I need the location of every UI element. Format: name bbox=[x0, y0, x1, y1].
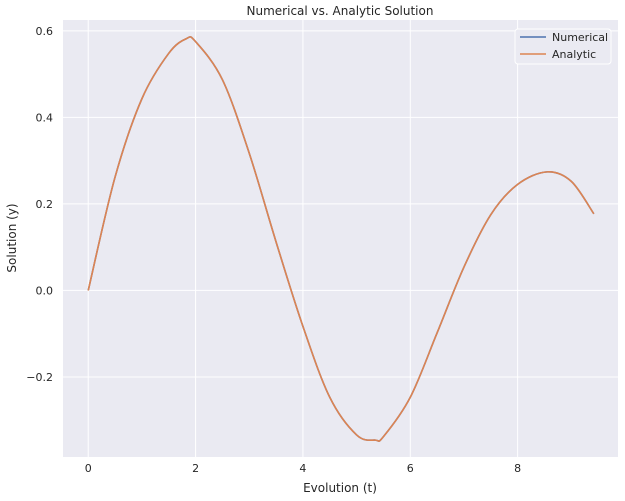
y-axis-label: Solution (y) bbox=[5, 203, 19, 272]
x-tick-label: 8 bbox=[514, 462, 521, 475]
legend-label-numerical: Numerical bbox=[552, 31, 608, 44]
y-tick-label: −0.2 bbox=[26, 371, 53, 384]
y-axis-ticks: −0.2 0.0 0.2 0.4 0.6 bbox=[26, 25, 53, 384]
y-tick-label: 0.6 bbox=[36, 25, 54, 38]
x-axis-ticks: 0 2 4 6 8 bbox=[85, 462, 521, 475]
y-tick-label: 0.0 bbox=[36, 284, 54, 297]
plot-background bbox=[63, 20, 618, 457]
x-axis-label: Evolution (t) bbox=[303, 481, 377, 495]
chart-title: Numerical vs. Analytic Solution bbox=[247, 4, 434, 18]
y-tick-label: 0.4 bbox=[36, 111, 54, 124]
series-lines bbox=[87, 36, 595, 442]
x-tick-label: 4 bbox=[299, 462, 306, 475]
y-tick-label: 0.2 bbox=[36, 198, 54, 211]
legend: Numerical Analytic bbox=[514, 28, 612, 65]
x-tick-label: 2 bbox=[192, 462, 199, 475]
x-tick-label: 6 bbox=[407, 462, 414, 475]
series-line-analytic bbox=[87, 36, 595, 442]
x-tick-label: 0 bbox=[85, 462, 92, 475]
legend-label-analytic: Analytic bbox=[552, 48, 596, 61]
